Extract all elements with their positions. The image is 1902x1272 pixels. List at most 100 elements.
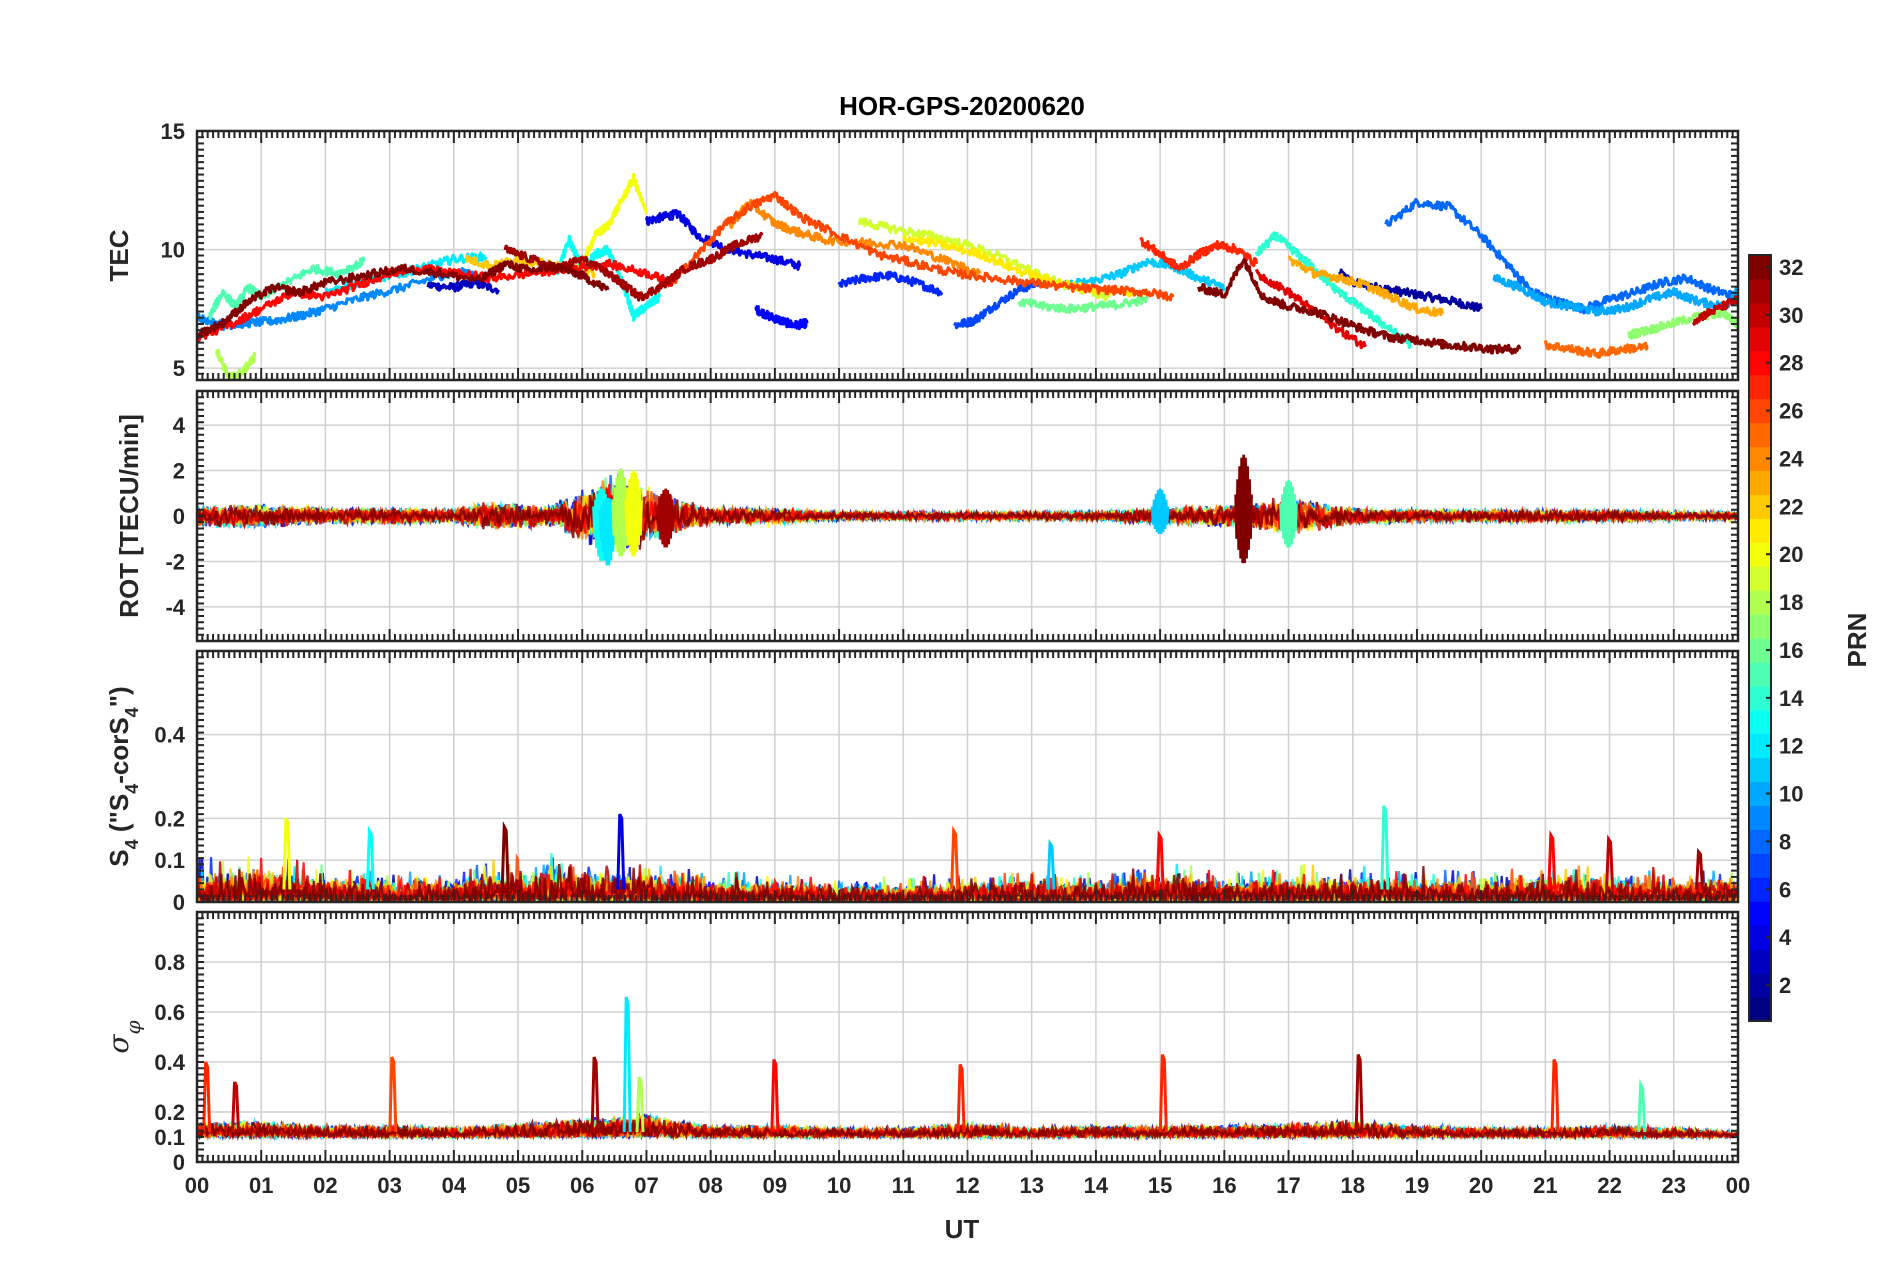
- colorbar-swatch: [1749, 925, 1771, 950]
- y-tick-label: 0.4: [154, 723, 185, 748]
- x-tick-label: 04: [442, 1173, 467, 1198]
- x-tick-label: 06: [570, 1173, 594, 1198]
- colorbar-swatch: [1749, 733, 1771, 759]
- y-tick-label: 0: [173, 504, 185, 529]
- colorbar-tick-label: 4: [1779, 925, 1792, 950]
- x-tick-label: 09: [763, 1173, 787, 1198]
- y-tick-label: 10: [161, 238, 185, 263]
- y-tick-label: 15: [161, 119, 185, 144]
- axes-box: [195, 129, 1740, 382]
- panel-rot: -4 -2 0 2 4 ROT [TECU/min]: [114, 389, 1740, 643]
- x-tick-label: 00: [1726, 1173, 1750, 1198]
- colorbar-swatch: [1749, 757, 1771, 783]
- x-tick-label: 13: [1019, 1173, 1043, 1198]
- axes-box: [195, 910, 1740, 1164]
- spike-prn-4: [616, 813, 626, 890]
- spike-prn-20: [282, 817, 292, 890]
- spike-prn-18: [635, 1076, 645, 1133]
- colorbar-swatch: [1749, 997, 1771, 1022]
- x-tick-label: 07: [634, 1173, 658, 1198]
- trace-prn-32: [197, 480, 1738, 550]
- y-axis-label: TEC: [104, 229, 134, 281]
- spike-prn-28: [770, 1058, 780, 1133]
- y-tick-label: 5: [173, 356, 185, 381]
- x-tick-label: 08: [698, 1173, 722, 1198]
- x-tick-label: 23: [1662, 1173, 1686, 1198]
- spike-prn-11: [1150, 488, 1170, 535]
- colorbar-tick-label: 16: [1779, 638, 1803, 663]
- x-axis-label: UT: [945, 1214, 980, 1244]
- colorbar-swatch: [1749, 949, 1771, 974]
- y-tick-label: 0.1: [154, 1125, 185, 1150]
- colorbar-swatch: [1749, 685, 1771, 711]
- tec-series-prn-17: [1627, 308, 1738, 340]
- colorbar-swatch: [1749, 901, 1771, 926]
- colorbar-swatch: [1749, 542, 1771, 567]
- chart-title: HOR-GPS-20200620: [839, 91, 1085, 121]
- colorbar-swatch: [1749, 877, 1771, 902]
- colorbar-swatch: [1749, 422, 1771, 447]
- colorbar-swatch: [1749, 494, 1771, 519]
- spike-prn-15: [1637, 1078, 1647, 1133]
- y-axis-label: ROT [TECU/min]: [114, 414, 144, 618]
- y-tick-label: 0.2: [154, 1100, 185, 1125]
- spike-prn-26: [950, 825, 960, 890]
- spike-prn-13: [365, 825, 375, 890]
- spike-prn-12: [622, 996, 632, 1133]
- colorbar-tick-label: 8: [1779, 829, 1791, 854]
- x-tick-label: 00: [185, 1173, 209, 1198]
- tec-series-prn-21: [902, 234, 1136, 298]
- tec-series-prn-18: [215, 348, 257, 380]
- tec-series-prn-32: [197, 260, 610, 340]
- colorbar-swatch: [1749, 398, 1771, 424]
- x-tick-label: 20: [1469, 1173, 1493, 1198]
- spike-prn-26: [388, 1056, 398, 1133]
- tec-series-prn-26: [671, 190, 1175, 302]
- spike-prn-14: [1380, 805, 1390, 890]
- y-axis-label: σφ: [102, 1020, 145, 1053]
- tec-series-prn-25: [1543, 340, 1649, 359]
- y-tick-label: 0: [173, 890, 185, 915]
- colorbar-tick-label: 26: [1779, 399, 1803, 424]
- spike-prn-31: [590, 1056, 600, 1133]
- x-tick-label: 16: [1212, 1173, 1236, 1198]
- x-tick-label: 01: [249, 1173, 273, 1198]
- colorbar-swatch: [1749, 518, 1771, 543]
- colorbar-tick-label: 28: [1779, 351, 1803, 376]
- colorbar-swatch: [1749, 302, 1771, 328]
- spike-prn-28: [1547, 829, 1557, 890]
- spike-prn-31: [1694, 847, 1704, 890]
- colorbar-tick-label: 12: [1779, 734, 1803, 759]
- spike-prn-32: [500, 821, 510, 890]
- axes-box: [195, 649, 1740, 904]
- tec-series-prn-30: [1691, 295, 1738, 326]
- x-tick-label: 05: [506, 1173, 530, 1198]
- panel-sigma_phi: 00.10.2 0.4 0.6 0.8 σφ: [102, 910, 1740, 1175]
- x-tick-label: 12: [955, 1173, 979, 1198]
- tec-series-prn-24: [729, 198, 982, 277]
- colorbar-tick-label: 2: [1779, 973, 1791, 998]
- colorbar-swatch: [1749, 278, 1771, 304]
- y-tick-label: 0: [173, 1150, 185, 1175]
- panel-tec: 5 10 15 TEC: [104, 119, 1740, 382]
- colorbar-tick-label: 14: [1779, 686, 1804, 711]
- x-tick-label: 17: [1276, 1173, 1300, 1198]
- y-tick-label: -4: [165, 595, 185, 620]
- spike-prn-27: [1158, 1053, 1168, 1133]
- x-tick-label: 19: [1405, 1173, 1429, 1198]
- colorbar-tick-label: 30: [1779, 303, 1803, 328]
- x-tick-label: 02: [313, 1173, 337, 1198]
- tec-series-prn-3: [426, 278, 501, 295]
- colorbar-swatch: [1749, 829, 1771, 854]
- spike-prn-32: [1234, 454, 1253, 564]
- y-tick-label: 0.8: [154, 950, 185, 975]
- spike-prn-20: [624, 470, 643, 557]
- axes-box: [195, 389, 1740, 643]
- x-tick-label: 10: [827, 1173, 851, 1198]
- y-tick-label: 0.1: [154, 848, 185, 873]
- colorbar-tick-label: 18: [1779, 590, 1803, 615]
- colorbar-frame: [1748, 254, 1772, 1022]
- spike-prn-27: [1550, 1058, 1560, 1133]
- tec-series-prn-7: [953, 277, 1046, 330]
